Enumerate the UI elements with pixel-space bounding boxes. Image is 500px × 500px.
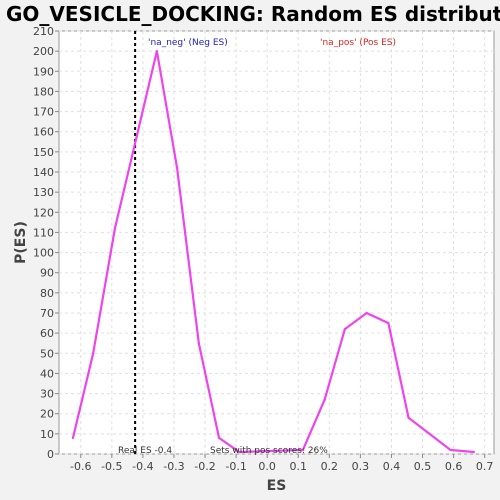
chart-title: GO_VESICLE_DOCKING: Random ES distributi… xyxy=(6,2,500,26)
x-tick-label: -0.1 xyxy=(225,460,246,473)
neg-es-label: 'na_neg' (Neg ES) xyxy=(148,38,228,48)
data-point xyxy=(217,436,221,440)
y-tick-label: 120 xyxy=(33,206,54,219)
y-tick-label: 110 xyxy=(33,226,54,239)
y-tick-label: 210 xyxy=(33,25,54,38)
y-tick-label: 100 xyxy=(33,247,54,260)
x-tick-label: 0.5 xyxy=(414,460,432,473)
y-tick-label: 190 xyxy=(33,65,54,78)
data-point xyxy=(449,448,452,452)
x-tick-label: 0.1 xyxy=(290,460,308,473)
pos-scores-label: Sets with pos scores: 26% xyxy=(210,446,328,456)
x-tick-label: -0.6 xyxy=(70,460,91,473)
x-axis-label: ES xyxy=(267,478,287,494)
data-point xyxy=(365,311,368,315)
data-points xyxy=(71,49,476,454)
data-point xyxy=(301,448,305,452)
data-point xyxy=(91,352,95,355)
x-tick-label: 0.6 xyxy=(445,460,463,473)
grid xyxy=(59,30,494,455)
x-tick-label: 0.2 xyxy=(321,460,339,473)
x-tick-label: -0.5 xyxy=(101,460,122,473)
x-axis: -0.6 -0.5 -0.4 -0.3 -0.2 -0.1 0.0 0.1 0.2 0.3 0.4 0… xyxy=(70,454,493,473)
x-tick-label: 0.0 xyxy=(258,460,276,473)
data-point xyxy=(175,166,179,170)
x-tick-label: -0.4 xyxy=(132,460,153,473)
y-tick-label: 160 xyxy=(33,126,54,139)
y-tick-label: 140 xyxy=(33,166,54,179)
data-point xyxy=(155,49,159,53)
y-axis-label: P(ES) xyxy=(13,221,29,264)
y-tick-label: 50 xyxy=(40,347,54,360)
data-point xyxy=(197,342,201,345)
x-tick-label: 0.3 xyxy=(352,460,370,473)
data-point xyxy=(343,327,347,331)
data-point xyxy=(71,436,75,440)
x-tick-label: 0.4 xyxy=(383,460,401,473)
y-tick-label: 180 xyxy=(33,85,54,98)
y-tick-label: 0 xyxy=(47,448,54,461)
y-tick-label: 40 xyxy=(40,367,54,380)
data-point xyxy=(238,450,241,454)
real-es-label: Real ES -0.4 xyxy=(118,446,172,456)
y-tick-label: 10 xyxy=(40,428,54,441)
y-tick-label: 170 xyxy=(33,106,54,119)
plot-area xyxy=(58,30,495,455)
y-tick-label: 200 xyxy=(33,45,54,58)
y-tick-label: 70 xyxy=(40,307,54,320)
y-tick-label: 80 xyxy=(40,287,54,300)
y-tick-label: 90 xyxy=(40,267,54,280)
y-tick-label: 130 xyxy=(33,186,54,199)
y-tick-label: 60 xyxy=(40,327,54,340)
data-point xyxy=(472,450,476,454)
y-tick-label: 150 xyxy=(33,146,54,159)
pos-es-label: 'na_pos' (Pos ES) xyxy=(320,38,396,48)
y-tick-label: 20 xyxy=(40,408,54,421)
data-point xyxy=(387,321,390,325)
x-tick-label: -0.2 xyxy=(194,460,215,473)
es-distribution-line xyxy=(71,50,474,454)
data-point xyxy=(407,416,410,419)
y-axis: 0 10 20 30 40 50 60 70 80 90 100 110 120 130 140 150 160… xyxy=(33,25,59,461)
y-tick-label: 30 xyxy=(40,388,54,401)
x-tick-label: 0.7 xyxy=(476,460,494,473)
x-tick-label: -0.3 xyxy=(163,460,184,473)
data-point xyxy=(113,227,117,230)
data-point xyxy=(323,398,326,401)
